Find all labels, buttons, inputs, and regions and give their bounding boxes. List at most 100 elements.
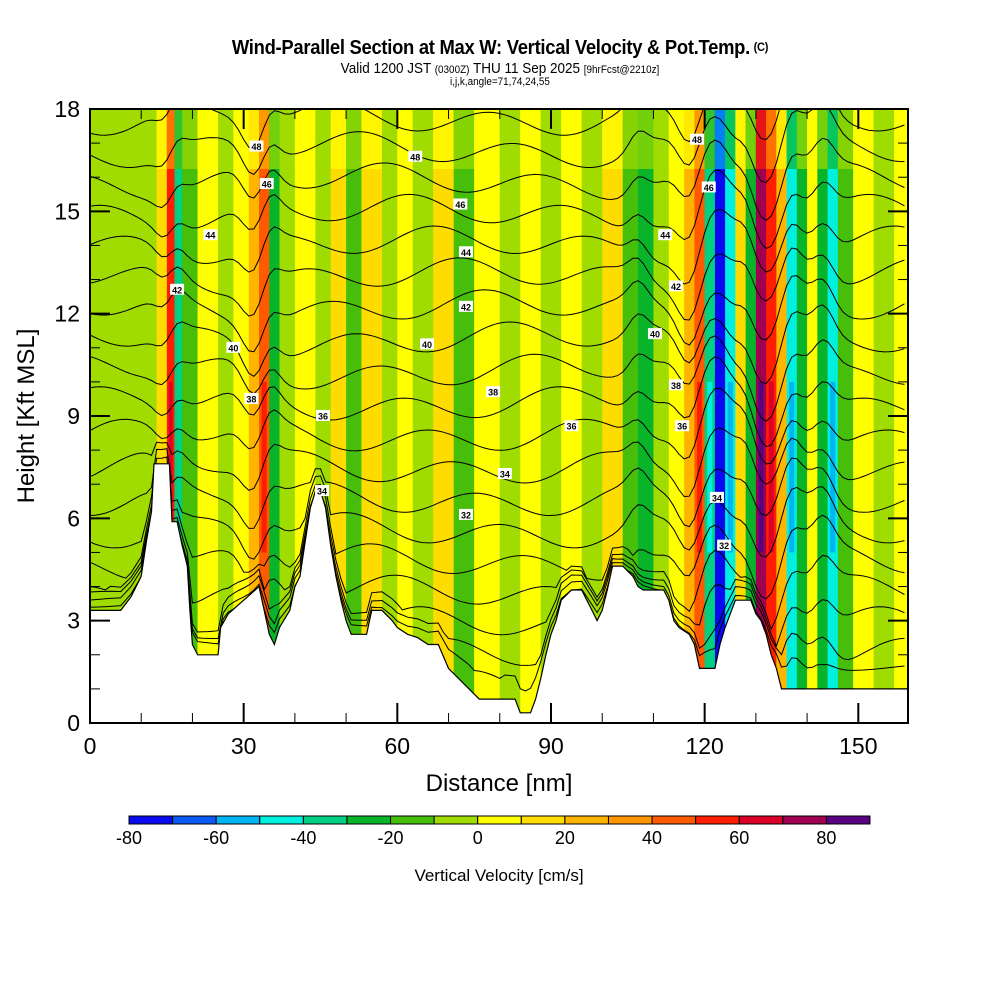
- colorbar: [128, 815, 871, 825]
- contour-label-bg: [203, 229, 218, 241]
- velocity-band: [540, 109, 562, 723]
- theta-contour-line: [90, 356, 905, 448]
- velocity-band-fade: [381, 109, 398, 169]
- contour-label: 34: [709, 491, 724, 503]
- contour-label-bg: [249, 140, 264, 152]
- velocity-band-fade: [873, 109, 895, 169]
- velocity-band-fade: [827, 109, 839, 169]
- velocity-band: [520, 109, 542, 723]
- theta-contour-line: [90, 137, 905, 221]
- theta-contours: [90, 109, 905, 692]
- colorbar-tick-label: -20: [378, 828, 404, 848]
- velocity-band: [248, 109, 260, 723]
- velocity-band: [837, 109, 854, 723]
- velocity-band-fade: [725, 109, 736, 169]
- velocity-band: [745, 109, 757, 723]
- colorbar-segment: [825, 815, 871, 825]
- colorbar-segment: [738, 815, 784, 825]
- contour-label-text: 46: [704, 183, 714, 193]
- contour-label-bg: [497, 467, 512, 479]
- x-tick-label: 150: [839, 733, 877, 759]
- contour-label-text: 48: [692, 135, 702, 145]
- velocity-band-fade: [714, 109, 726, 169]
- velocity-core: [168, 381, 173, 553]
- velocity-core: [717, 381, 723, 553]
- colorbar-segment: [607, 815, 653, 825]
- contour-label: 34: [315, 485, 330, 497]
- x-axis-title: Distance [nm]: [426, 770, 573, 797]
- contour-label-bg: [170, 283, 185, 295]
- contour-label-bg: [315, 485, 330, 497]
- contour-label: 36: [316, 410, 331, 422]
- velocity-band-fade: [561, 109, 583, 169]
- contour-label-bg: [244, 392, 259, 404]
- contour-label-text: 34: [317, 487, 327, 497]
- velocity-band-fade: [115, 109, 142, 169]
- chart-title: Wind-Parallel Section at Max W: Vertical…: [40, 37, 960, 60]
- velocity-core: [727, 381, 733, 553]
- contour-label-bg: [701, 181, 716, 193]
- velocity-band-fade: [315, 109, 332, 169]
- theta-contour-line: [90, 465, 905, 600]
- velocity-band-fade: [259, 109, 270, 169]
- velocity-band-fade: [197, 109, 219, 169]
- contour-label: 32: [717, 539, 732, 551]
- contour-label-text: 36: [566, 422, 576, 432]
- contour-label: 48: [689, 133, 704, 145]
- velocity-band-fade: [361, 109, 383, 169]
- contour-label-text: 44: [660, 231, 670, 241]
- contour-label-text: 32: [719, 541, 729, 551]
- contour-label-bg: [668, 379, 683, 391]
- velocity-band: [346, 109, 362, 723]
- contour-label-bg: [647, 328, 662, 340]
- colorbar-title: Vertical Velocity [cm/s]: [414, 866, 583, 885]
- colorbar-tick-label: 0: [473, 828, 483, 848]
- velocity-band: [776, 109, 788, 723]
- y-tick-label: 15: [54, 198, 80, 224]
- colorbar-tick-label: 60: [729, 828, 749, 848]
- colorbar-segment: [477, 815, 522, 825]
- colorbar-segment: [695, 815, 740, 825]
- contour-label-text: 48: [251, 142, 261, 152]
- contour-label-text: 38: [671, 381, 681, 391]
- contour-label: 38: [668, 379, 683, 391]
- contour-label-text: 34: [500, 469, 510, 479]
- contour-label: 36: [675, 420, 690, 432]
- velocity-band: [561, 109, 583, 723]
- velocity-band-fade: [817, 109, 829, 169]
- velocity-band: [668, 109, 685, 723]
- colorbar-segment: [520, 815, 566, 825]
- colorbar-segment: [215, 815, 261, 825]
- velocity-band-fade: [499, 109, 521, 169]
- contour-label-text: 48: [410, 152, 420, 162]
- velocity-band-fade: [807, 109, 818, 169]
- velocity-band: [269, 109, 281, 723]
- velocity-band-fade: [166, 109, 176, 169]
- x-tick-label: 0: [84, 733, 97, 759]
- velocity-band: [412, 109, 434, 723]
- contour-label-bg: [689, 133, 704, 145]
- velocity-band-fade: [704, 109, 716, 169]
- theta-contour-line: [90, 304, 905, 385]
- theta-contour-line: [90, 481, 905, 666]
- contour-label-text: 32: [461, 510, 471, 520]
- velocity-core: [830, 381, 836, 553]
- contour-label-bg: [316, 410, 331, 421]
- velocity-band-fade: [602, 109, 624, 169]
- theta-contour-line: [90, 275, 905, 353]
- velocity-core: [707, 381, 713, 553]
- contour-label-bg: [458, 300, 473, 312]
- velocity-band: [381, 109, 398, 723]
- velocity-band: [218, 109, 234, 723]
- colorbar-tick-label: -80: [116, 828, 142, 848]
- contour-label-bg: [717, 539, 732, 551]
- colorbar-tick-label: 40: [642, 828, 662, 848]
- y-tick-label: 12: [54, 301, 80, 327]
- velocity-band: [499, 109, 521, 723]
- theta-contour-line: [90, 448, 905, 529]
- contour-label: 38: [244, 392, 259, 404]
- contour-label-text: 36: [677, 422, 687, 432]
- contour-label-text: 42: [671, 282, 681, 292]
- velocity-band-fade: [453, 109, 475, 169]
- contour-label: 36: [564, 420, 579, 432]
